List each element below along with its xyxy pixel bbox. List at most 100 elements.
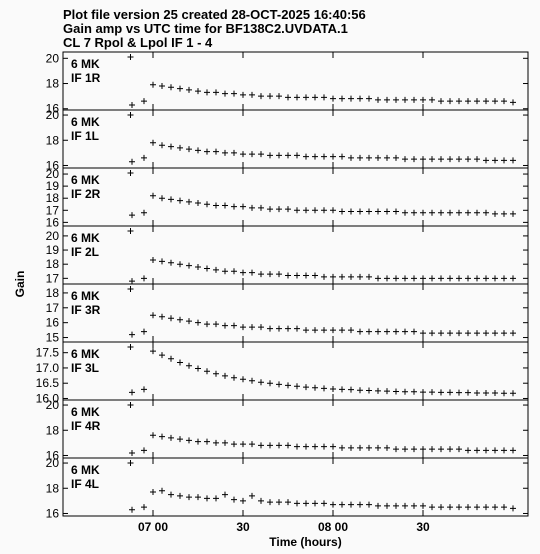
data-point <box>501 390 507 397</box>
data-point <box>186 318 192 325</box>
antenna-label: 6 MK <box>71 463 100 477</box>
data-point <box>474 209 480 216</box>
data-point <box>312 94 318 101</box>
data-point <box>501 210 507 217</box>
data-point <box>411 96 417 103</box>
if-label: IF 3L <box>71 361 99 375</box>
data-point <box>492 98 498 105</box>
y-tick-label: 16 <box>46 316 60 330</box>
data-point <box>285 442 291 449</box>
data-point <box>429 275 435 282</box>
data-point <box>393 446 399 453</box>
data-point <box>438 275 444 282</box>
data-point <box>465 98 471 105</box>
data-point <box>402 156 408 163</box>
data-point <box>150 192 156 199</box>
data-point <box>168 315 174 322</box>
data-point <box>312 272 318 279</box>
data-point <box>510 505 516 512</box>
data-point <box>321 385 327 392</box>
data-point <box>258 151 264 158</box>
y-tick-label: 19 <box>46 243 60 257</box>
data-point <box>321 273 327 280</box>
data-point <box>429 446 435 453</box>
panel-frame <box>62 341 529 401</box>
data-point <box>213 148 219 155</box>
data-point <box>222 372 228 379</box>
data-point <box>240 151 246 158</box>
data-point <box>129 331 135 338</box>
data-point <box>411 446 417 453</box>
data-point <box>429 389 435 396</box>
data-point <box>258 204 264 211</box>
antenna-label: 6 MK <box>71 173 100 187</box>
data-point <box>321 500 327 507</box>
data-point <box>474 389 480 396</box>
data-point <box>276 499 282 506</box>
data-point <box>195 319 201 326</box>
data-point <box>267 499 273 506</box>
if-label: IF 3R <box>71 303 101 317</box>
data-point <box>366 501 372 508</box>
data-point <box>411 209 417 216</box>
data-point <box>213 202 219 209</box>
data-point <box>186 146 192 153</box>
data-point <box>420 156 426 163</box>
data-point <box>258 442 264 449</box>
data-point <box>483 447 489 454</box>
data-point <box>393 208 399 215</box>
data-point <box>366 208 372 215</box>
y-tick-label: 16 <box>46 215 60 229</box>
data-point <box>492 447 498 454</box>
data-point <box>168 196 174 203</box>
data-point <box>402 388 408 395</box>
data-point <box>339 95 345 102</box>
y-tick-label: 19 <box>46 179 60 193</box>
data-point <box>249 441 255 448</box>
marker-reference <box>127 228 134 234</box>
data-point <box>366 444 372 451</box>
data-point <box>330 386 336 393</box>
data-point <box>339 208 345 215</box>
data-point <box>384 444 390 451</box>
data-point <box>258 379 264 386</box>
data-point <box>438 330 444 337</box>
data-point <box>483 330 489 337</box>
data-point <box>420 209 426 216</box>
data-point <box>492 389 498 396</box>
data-point <box>357 328 363 335</box>
data-point <box>366 154 372 161</box>
data-point <box>411 388 417 395</box>
data-point <box>384 96 390 103</box>
y-tick-label: 17.0 <box>36 361 60 375</box>
data-point <box>330 443 336 450</box>
data-point <box>321 443 327 450</box>
data-point <box>195 365 201 372</box>
data-point <box>375 275 381 282</box>
data-point <box>384 275 390 282</box>
y-tick-label: 18 <box>46 133 60 147</box>
data-point <box>276 271 282 278</box>
data-point <box>438 504 444 511</box>
data-point <box>240 497 246 504</box>
data-point <box>177 436 183 443</box>
marker-reference <box>127 112 134 118</box>
x-axis-label: Time (hours) <box>269 535 341 549</box>
y-tick-label: 16 <box>46 506 60 520</box>
data-point <box>348 95 354 102</box>
data-point <box>150 81 156 88</box>
data-point <box>222 149 228 156</box>
data-point <box>375 387 381 394</box>
data-point <box>186 362 192 369</box>
data-point <box>276 325 282 332</box>
if-label: IF 4L <box>71 477 99 491</box>
data-point <box>195 264 201 271</box>
data-point <box>285 325 291 332</box>
data-point <box>483 209 489 216</box>
data-point <box>456 275 462 282</box>
data-point <box>393 388 399 395</box>
data-point <box>204 321 210 328</box>
data-point <box>258 271 264 278</box>
data-point <box>303 207 309 214</box>
data-point <box>204 201 210 208</box>
